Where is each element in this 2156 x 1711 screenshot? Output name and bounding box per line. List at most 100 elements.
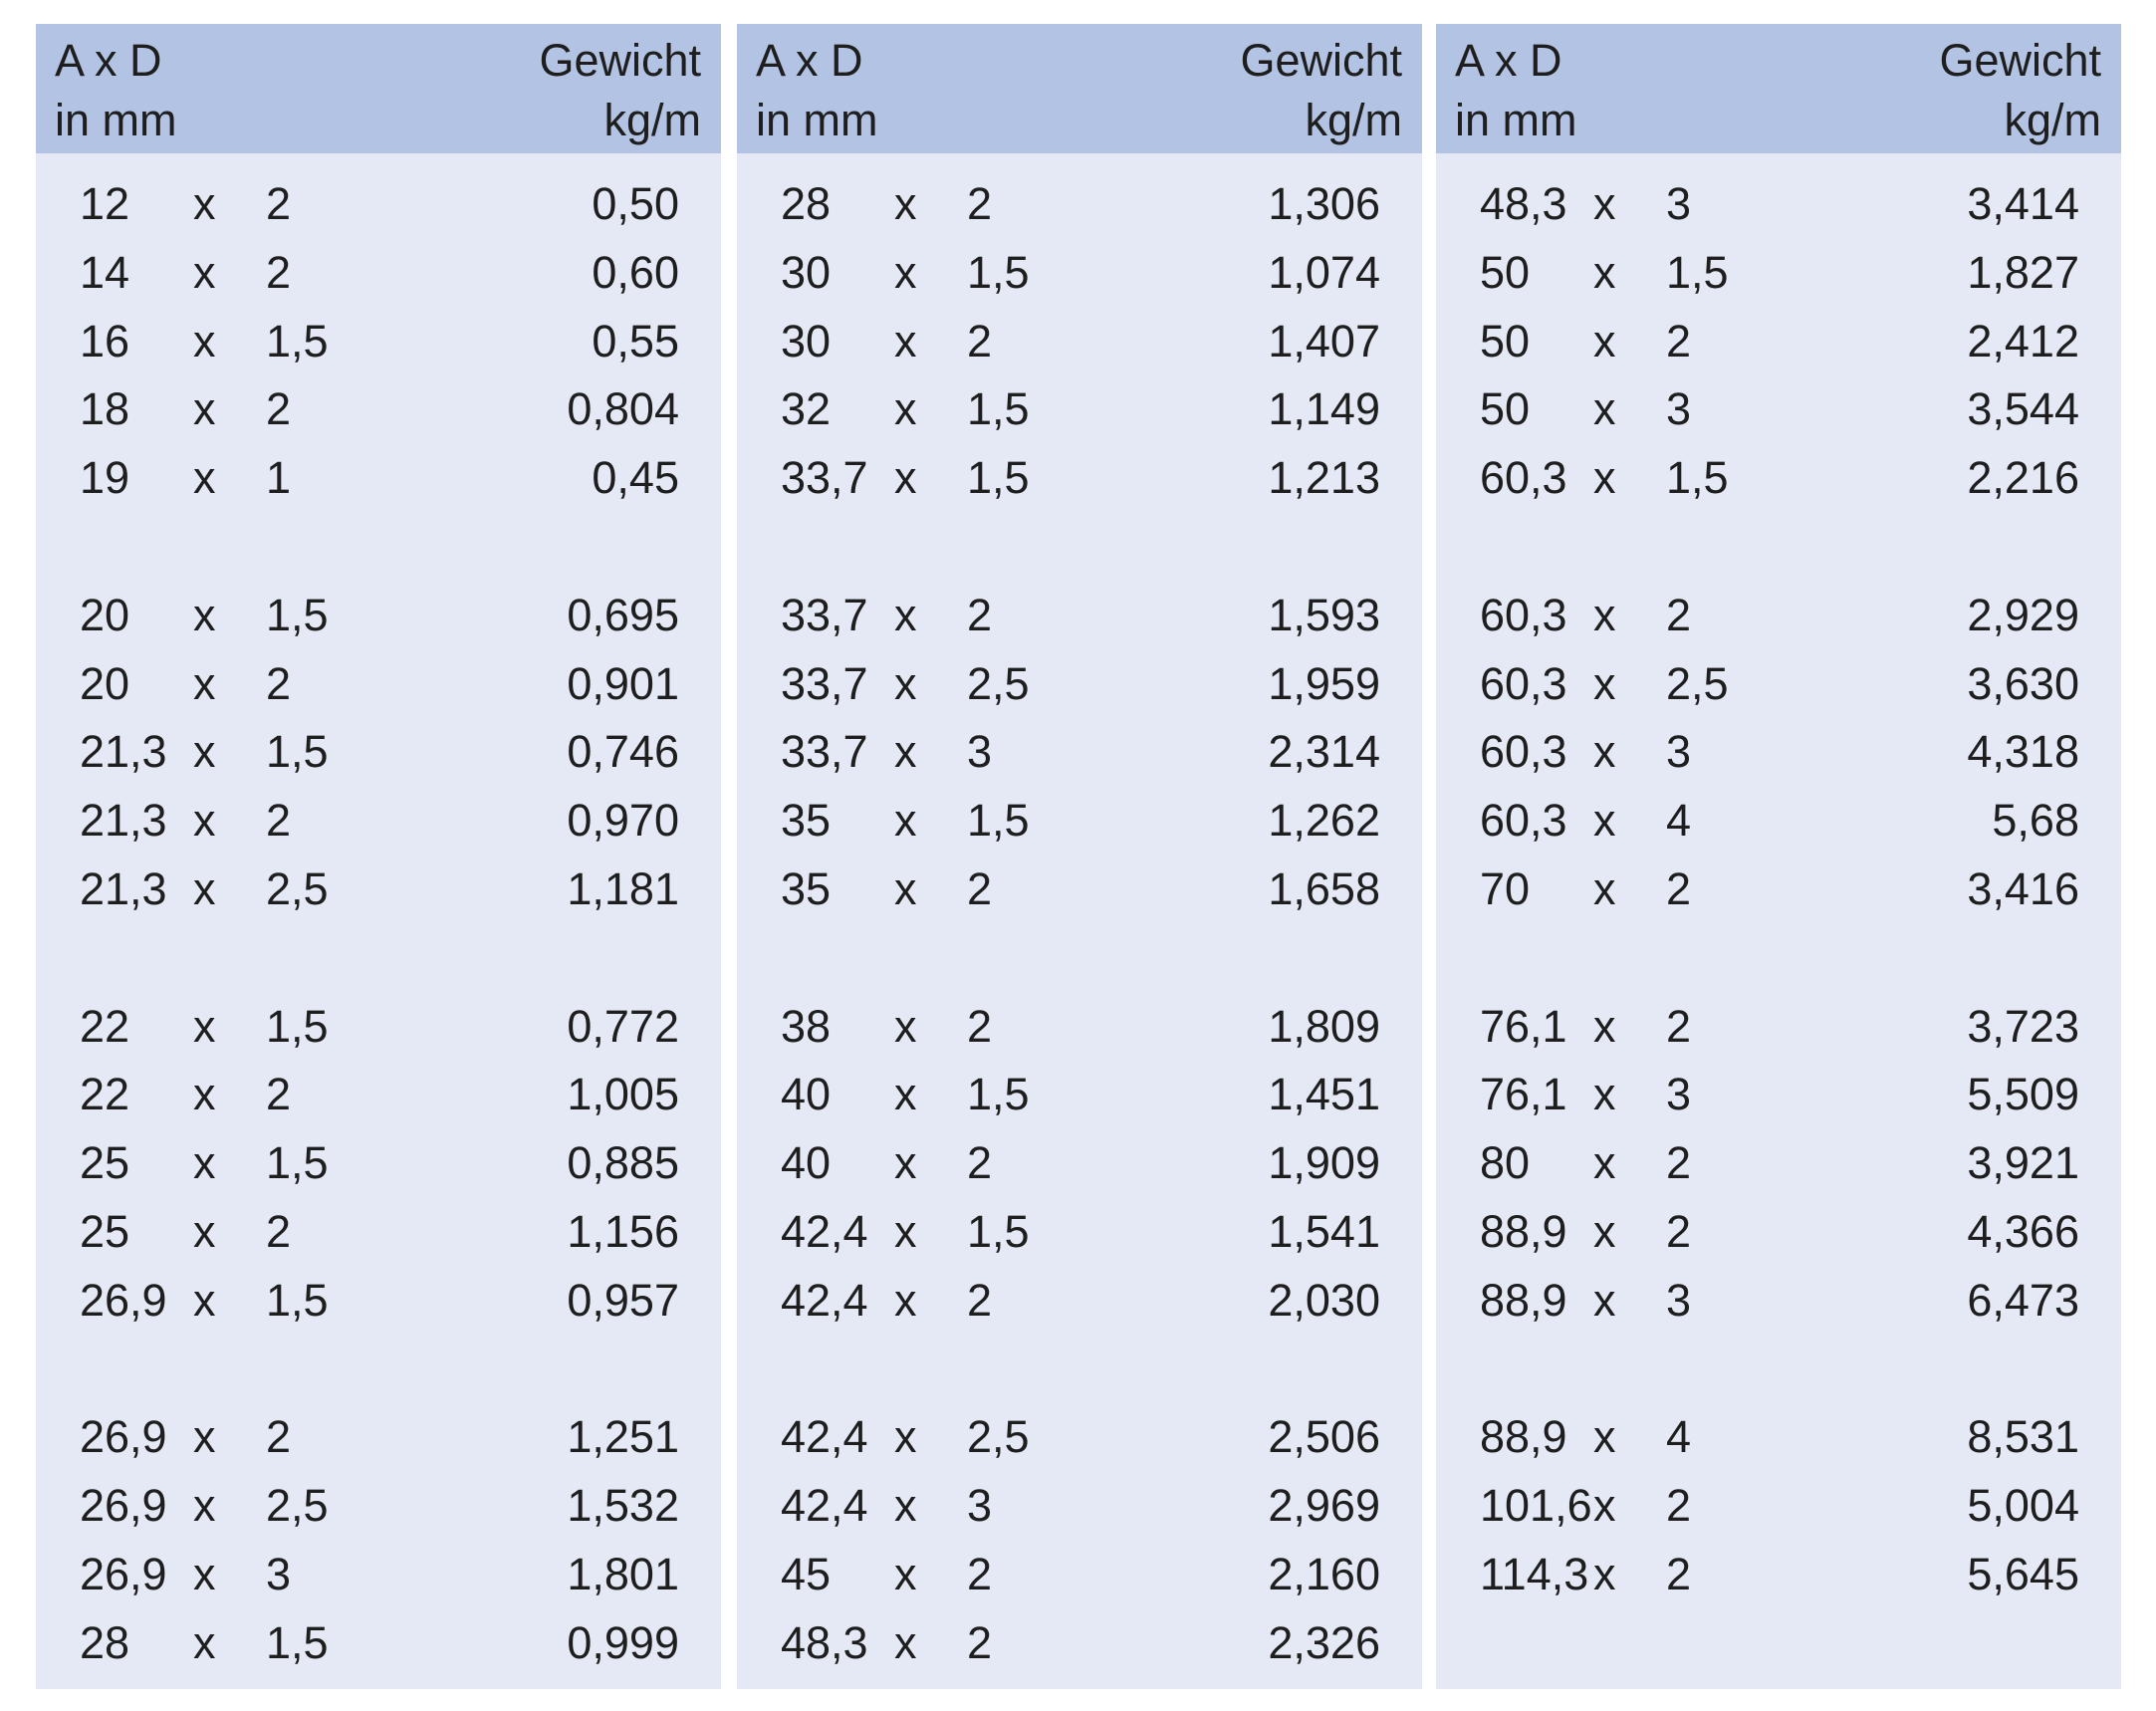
times-sign: x (193, 315, 216, 367)
times-sign: x (894, 383, 917, 435)
wall-thickness: 2,5 (967, 657, 1030, 709)
wall-thickness: 1,5 (967, 452, 1030, 504)
outer-diameter: 14 (80, 246, 130, 298)
times-sign: x (894, 246, 917, 298)
outer-diameter: 28 (80, 1616, 130, 1668)
outer-diameter: 114,3 (1480, 1549, 1589, 1599)
weight: 2,160 (1268, 1549, 1380, 1599)
table-header: A x D in mm Gewicht kg/m (1436, 24, 2121, 153)
outer-diameter: 32 (781, 383, 832, 435)
times-sign: x (193, 1206, 216, 1257)
times-sign: x (894, 1411, 917, 1463)
wall-thickness: 1,5 (967, 1206, 1030, 1257)
times-sign: x (1593, 1411, 1616, 1463)
outer-diameter: 25 (80, 1206, 130, 1257)
header-label: in mm (756, 95, 878, 145)
outer-diameter: 18 (80, 383, 130, 435)
outer-diameter: 42,4 (781, 1480, 868, 1532)
weight: 3,723 (1967, 1000, 2079, 1052)
weight: 1,959 (1268, 657, 1380, 709)
times-sign: x (894, 1274, 917, 1326)
times-sign: x (894, 452, 917, 504)
outer-diameter: 48,3 (781, 1616, 868, 1668)
weight: 0,970 (567, 795, 679, 847)
header-label: Gewicht (1240, 35, 1402, 86)
wall-thickness: 4 (1666, 1411, 1692, 1463)
outer-diameter: 48,3 (1480, 178, 1567, 229)
wall-thickness: 2,5 (266, 863, 329, 914)
outer-diameter: 70 (1480, 863, 1531, 914)
weight: 0,772 (567, 1000, 679, 1052)
weight: 1,213 (1268, 452, 1380, 504)
wall-thickness: 2 (1666, 315, 1692, 367)
times-sign: x (894, 1000, 917, 1052)
weight: 2,929 (1967, 589, 2079, 640)
weight: 3,414 (1967, 178, 2079, 229)
wall-thickness: 2 (266, 657, 292, 709)
outer-diameter: 26,9 (80, 1274, 167, 1326)
wall-thickness: 1,5 (967, 246, 1030, 298)
wall-thickness: 1,5 (967, 1069, 1030, 1120)
wall-thickness: 1,5 (1666, 452, 1729, 504)
wall-thickness: 1,5 (266, 1274, 329, 1326)
weight: 0,45 (592, 452, 679, 504)
wall-thickness: 2 (967, 1000, 993, 1052)
weight: 5,004 (1967, 1480, 2079, 1532)
times-sign: x (894, 1549, 917, 1599)
times-sign: x (894, 1069, 917, 1120)
times-sign: x (193, 1000, 216, 1052)
times-sign: x (1593, 1206, 1616, 1257)
wall-thickness: 2 (967, 863, 993, 914)
outer-diameter: 60,3 (1480, 589, 1567, 640)
outer-diameter: 50 (1480, 383, 1531, 435)
outer-diameter: 33,7 (781, 452, 868, 504)
wall-thickness: 2 (266, 795, 292, 847)
outer-diameter: 33,7 (781, 589, 868, 640)
weight: 0,50 (592, 178, 679, 229)
weight: 1,407 (1268, 315, 1380, 367)
outer-diameter: 42,4 (781, 1411, 868, 1463)
outer-diameter: 33,7 (781, 726, 868, 778)
weight: 1,156 (567, 1206, 679, 1257)
header-label: A x D (1455, 35, 1562, 86)
weight: 1,005 (567, 1069, 679, 1120)
wall-thickness: 2 (266, 178, 292, 229)
times-sign: x (1593, 1000, 1616, 1052)
times-sign: x (1593, 657, 1616, 709)
outer-diameter: 22 (80, 1069, 130, 1120)
wall-thickness: 2,5 (1666, 657, 1729, 709)
wall-thickness: 3 (1666, 178, 1692, 229)
times-sign: x (1593, 726, 1616, 778)
times-sign: x (193, 1411, 216, 1463)
times-sign: x (894, 863, 917, 914)
times-sign: x (193, 726, 216, 778)
times-sign: x (193, 178, 216, 229)
weight: 1,262 (1268, 795, 1380, 847)
times-sign: x (1593, 589, 1616, 640)
times-sign: x (193, 1137, 216, 1189)
wall-thickness: 3 (266, 1549, 292, 1599)
weight: 1,306 (1268, 178, 1380, 229)
times-sign: x (894, 1480, 917, 1532)
outer-diameter: 21,3 (80, 863, 167, 914)
weight: 3,416 (1967, 863, 2079, 914)
outer-diameter: 76,1 (1480, 1069, 1567, 1120)
times-sign: x (894, 178, 917, 229)
outer-diameter: 88,9 (1480, 1274, 1567, 1326)
times-sign: x (1593, 1549, 1616, 1599)
times-sign: x (193, 452, 216, 504)
weight: 4,318 (1967, 726, 2079, 778)
outer-diameter: 38 (781, 1000, 832, 1052)
outer-diameter: 88,9 (1480, 1206, 1567, 1257)
times-sign: x (1593, 795, 1616, 847)
times-sign: x (1593, 246, 1616, 298)
header-label: kg/m (2004, 95, 2101, 145)
weight: 1,181 (567, 863, 679, 914)
weight: 1,541 (1268, 1206, 1380, 1257)
header-label: Gewicht (539, 35, 701, 86)
wall-thickness: 2,5 (266, 1480, 329, 1532)
weight: 0,695 (567, 589, 679, 640)
wall-thickness: 1,5 (1666, 246, 1729, 298)
outer-diameter: 28 (781, 178, 832, 229)
